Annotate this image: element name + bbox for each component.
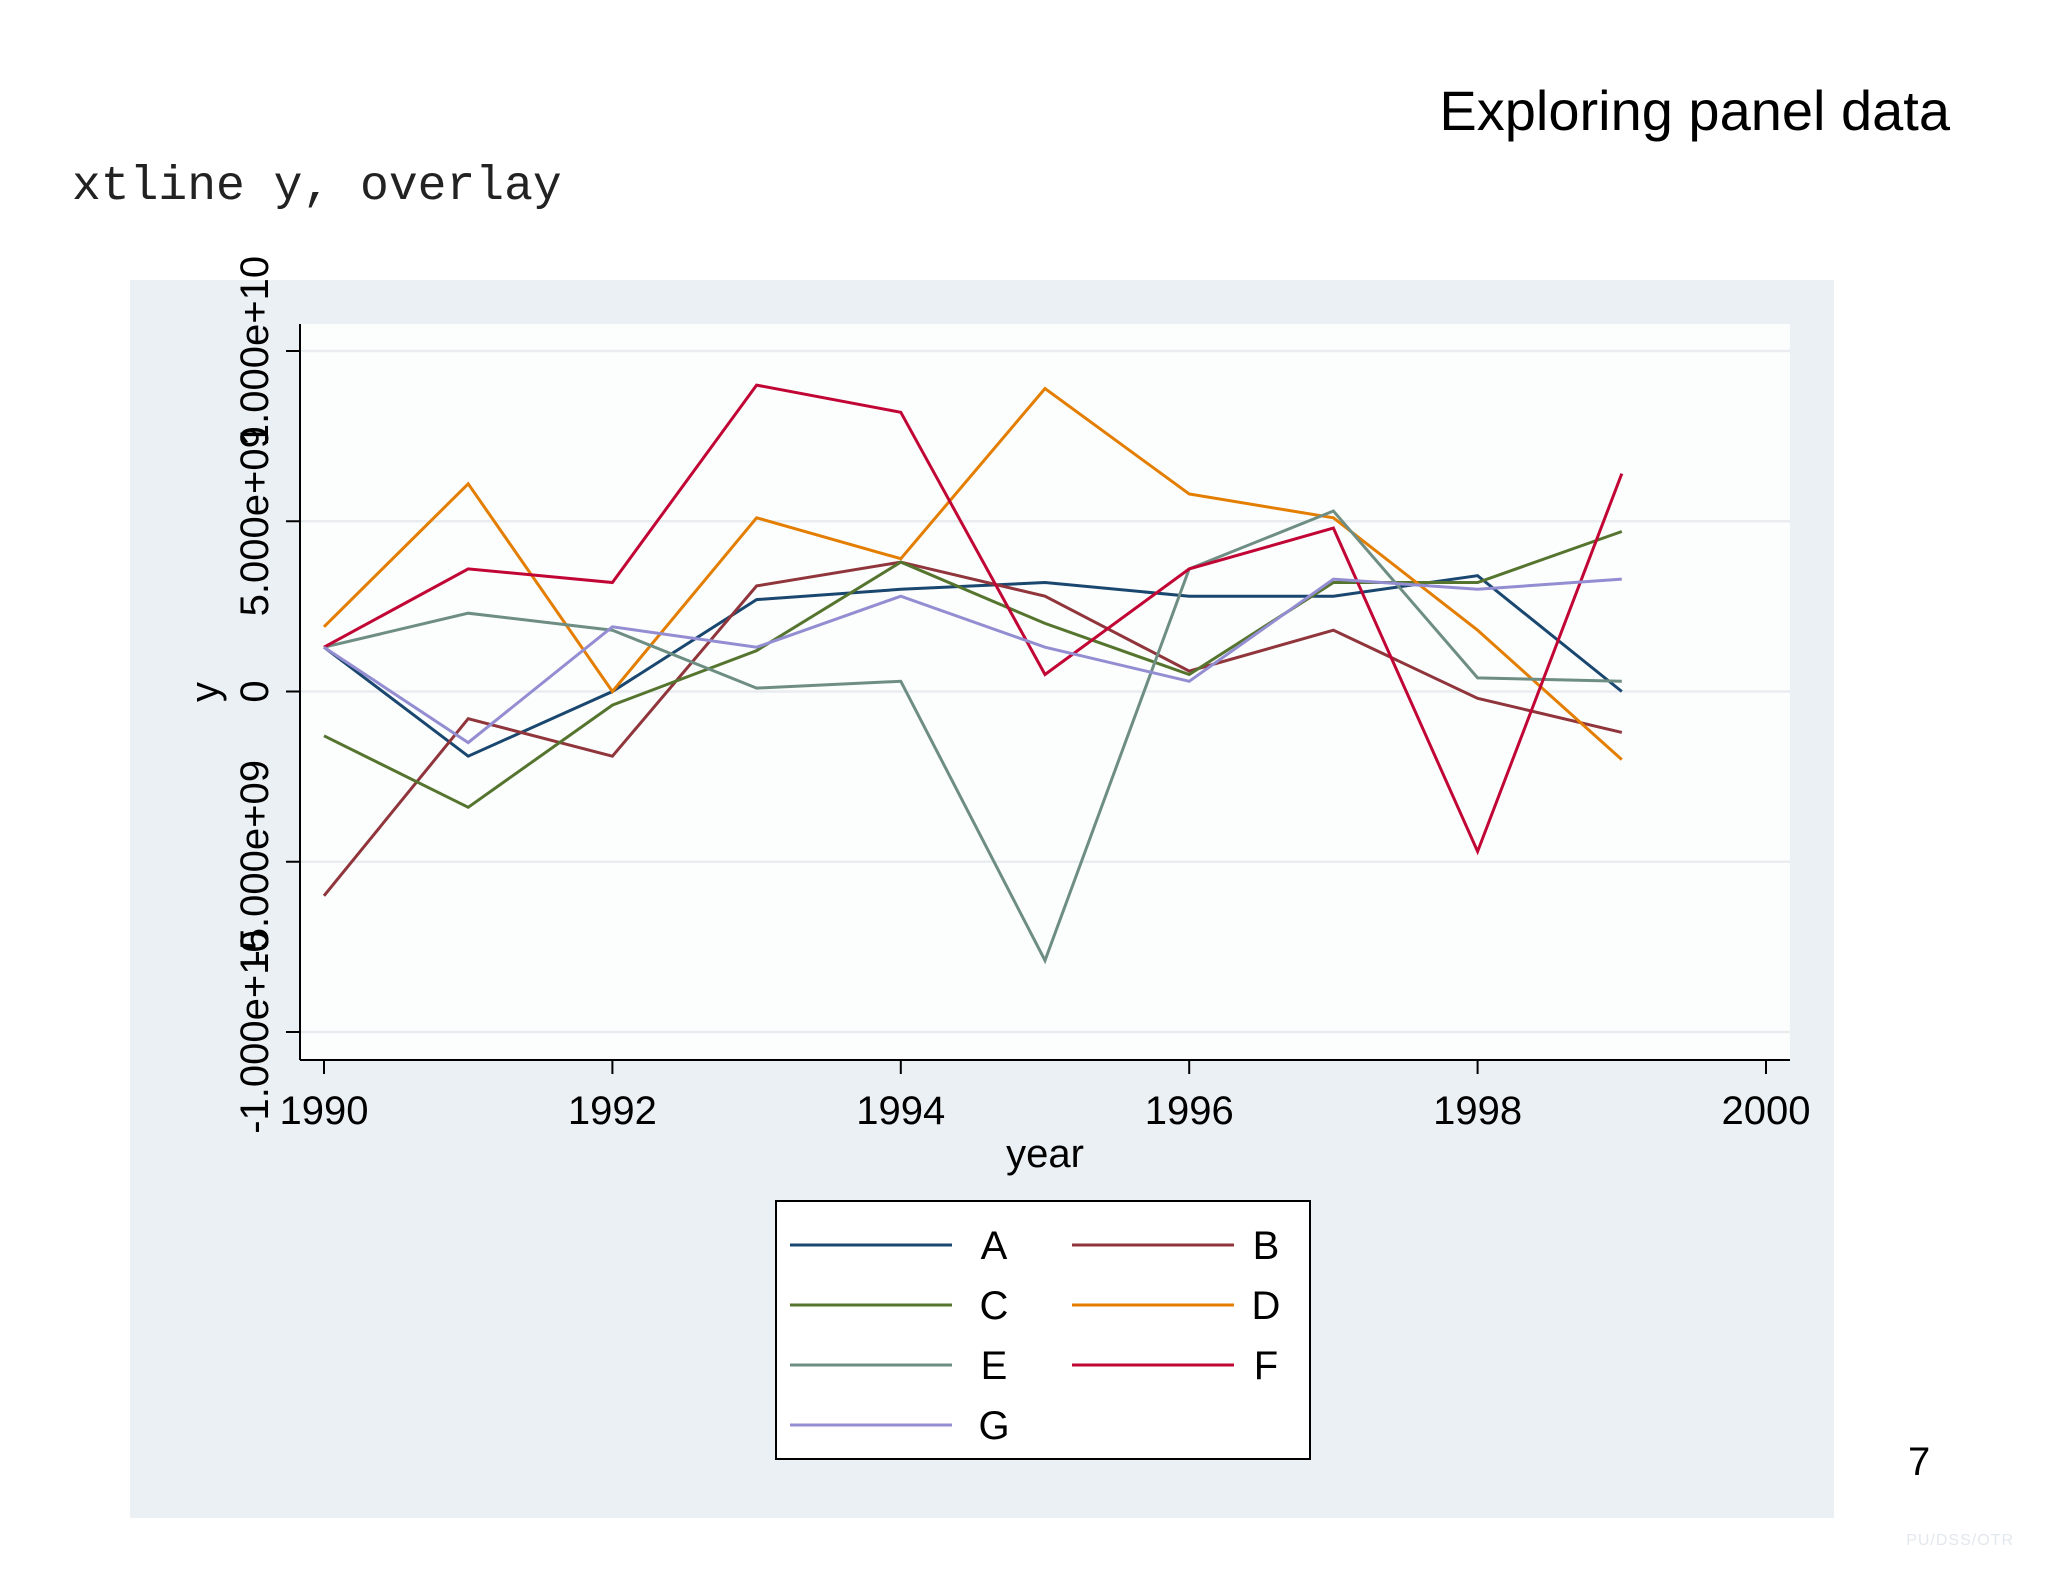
series-line-D	[322, 386, 1623, 761]
legend-label-G: G	[978, 1404, 1009, 1448]
legend-label-C: C	[980, 1284, 1009, 1328]
x-tick-label: 2000	[1722, 1089, 1811, 1133]
page-number: 7	[1908, 1440, 1931, 1484]
x-axis-ticks: 1990 1992 1994 1996 1998 2000	[280, 1060, 1811, 1133]
series-line-C	[323, 530, 1623, 810]
y-axis-label: y	[183, 682, 227, 702]
y-axis-ticks: -1.000e+10-5.000e+09 0 5.000e+091.000e+10	[233, 256, 300, 1134]
legend-label-D: D	[1252, 1284, 1281, 1328]
y-tick-label: 1.000e+10	[233, 256, 277, 446]
series-line-A	[323, 574, 1623, 758]
y-tick-label: -5.000e+09	[233, 760, 277, 964]
legend-label-E: E	[981, 1344, 1008, 1388]
stata-command: xtline y, overlay	[72, 160, 562, 214]
x-tick-label: 1990	[280, 1089, 369, 1133]
x-tick-label: 1994	[856, 1089, 945, 1133]
x-tick-label: 1998	[1433, 1089, 1522, 1133]
legend: A B C D E F G	[775, 1200, 1311, 1460]
y-tick-label: 5.000e+09	[233, 426, 277, 616]
series-lines	[322, 383, 1624, 965]
legend-label-F: F	[1254, 1344, 1278, 1388]
y-tick-label: 0	[233, 680, 277, 702]
series-line-E	[323, 509, 1622, 965]
gridlines	[300, 349, 1790, 1034]
footer-credit: PU/DSS/OTR	[1906, 1532, 2014, 1549]
legend-label-B: B	[1253, 1224, 1280, 1268]
series-line-F	[323, 383, 1624, 856]
series-line-B	[322, 560, 1623, 897]
x-tick-label: 1992	[568, 1089, 657, 1133]
x-axis-label: year	[1006, 1132, 1084, 1176]
x-tick-label: 1996	[1145, 1089, 1234, 1133]
y-tick-label: -1.000e+10	[233, 930, 277, 1134]
legend-label-A: A	[981, 1224, 1008, 1268]
series-line-G	[323, 577, 1622, 745]
legend-box	[775, 1200, 1311, 1460]
slide-title: Exploring panel data	[1439, 79, 1950, 142]
